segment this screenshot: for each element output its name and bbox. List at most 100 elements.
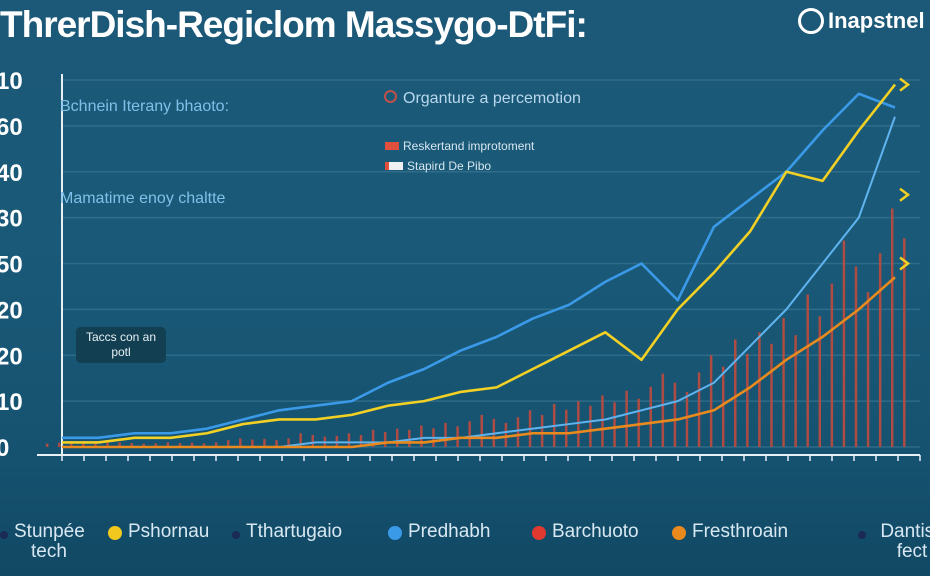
y-tick-label: 40 (0, 160, 23, 187)
logo: Inapstnel (798, 8, 925, 34)
bar (239, 438, 242, 447)
bar (818, 316, 822, 447)
bar (190, 442, 194, 447)
bar (661, 373, 665, 447)
bar (709, 355, 713, 447)
bar (734, 339, 737, 447)
bar (275, 440, 278, 447)
bar (721, 366, 725, 447)
bar (130, 442, 133, 447)
bar (697, 372, 701, 447)
series-line-predhabh (62, 92, 896, 440)
legend-label: Barchuoto (552, 521, 639, 542)
bar (202, 443, 206, 447)
inner-legend-item: Reskertand improtoment (385, 139, 534, 153)
y-tick-label: 60 (0, 114, 23, 141)
legend-item: Tthartugaio (232, 522, 342, 542)
bar (565, 409, 568, 447)
inner-legend-label: Stapird De Pibo (407, 159, 492, 173)
legend-dot-icon (108, 526, 122, 540)
bar (287, 438, 290, 447)
bar (456, 426, 459, 447)
bar (746, 353, 749, 447)
y-tick-label: 10 (0, 389, 23, 416)
bar (94, 443, 97, 447)
legend-dot-icon (858, 531, 866, 539)
bar (685, 391, 689, 447)
y-tick-label: 20 (0, 297, 23, 324)
legend-item: Pshornau (108, 522, 209, 542)
bar (154, 443, 158, 447)
bar (226, 440, 230, 447)
bar (263, 438, 266, 447)
bar (251, 439, 254, 447)
bar (420, 425, 423, 447)
bar (214, 442, 218, 447)
bar (806, 294, 809, 447)
bar (903, 238, 906, 447)
bar (383, 432, 387, 447)
legend-dot-icon (388, 526, 402, 540)
bar (625, 390, 628, 447)
arrow-icon (899, 77, 911, 92)
y-tick-label: 20 (0, 343, 23, 370)
y-tick-label: 50 (0, 252, 23, 279)
bar (359, 434, 363, 447)
legend-dot-icon (0, 531, 8, 539)
legend-item: Predhabh (388, 522, 490, 542)
bar (758, 332, 761, 447)
logo-icon (798, 8, 824, 34)
bar (480, 414, 483, 447)
bar (673, 382, 677, 447)
callout: Taccs con an potl (76, 327, 166, 363)
bar (444, 422, 447, 447)
legend-dot-icon (672, 526, 686, 540)
arrow-icon (899, 256, 911, 271)
bar (577, 401, 580, 447)
bar (782, 317, 785, 447)
annotation-1: Bchnein Iterany bhaoto: (60, 98, 230, 115)
bar (540, 414, 544, 447)
series-line-pshornau (62, 83, 897, 444)
legend-swatch (385, 162, 403, 170)
bar (395, 428, 399, 447)
y-tick-label: 10 (0, 68, 23, 95)
legend-label: Tthartugaio (246, 521, 343, 542)
bar (106, 442, 109, 447)
bar (770, 343, 773, 447)
bar (842, 240, 846, 447)
bar (166, 442, 170, 447)
bar (408, 429, 411, 447)
series-line-fresthroain (62, 276, 896, 449)
bar (178, 442, 182, 447)
bar (878, 253, 882, 447)
inner-legend-item: Stapird De Pibo (385, 159, 491, 173)
bar (347, 433, 351, 447)
bar (371, 429, 375, 447)
bar (830, 283, 834, 447)
legend-label: Stunpée tech (14, 521, 85, 562)
bar (45, 443, 49, 447)
legend-label: Dantisti fect (880, 521, 930, 562)
annotation-2: Mamatime enoy chaltte (60, 190, 226, 207)
annotation-3-text: Organture a percemotion (403, 90, 581, 107)
legend-swatch (385, 142, 399, 150)
legend-item: Dantisti fect (858, 522, 930, 562)
bar (57, 442, 61, 447)
bar (613, 402, 616, 447)
legend-dot-icon (532, 526, 546, 540)
bar (82, 442, 85, 447)
bar (70, 443, 73, 447)
legend-dot-icon (232, 531, 240, 539)
bar (866, 292, 870, 447)
bar (311, 434, 314, 447)
chart-title: ThrerDish-Regiclom Massygo-DtFi: (0, 4, 588, 45)
legend-item: Stunpée tech (0, 521, 85, 562)
legend-label: Fresthroain (692, 521, 789, 542)
arrow-icon (899, 187, 911, 202)
logo-text: Inapstnel (828, 8, 925, 33)
y-tick-label: 30 (0, 206, 23, 233)
bar (854, 266, 858, 447)
bar (118, 442, 121, 447)
